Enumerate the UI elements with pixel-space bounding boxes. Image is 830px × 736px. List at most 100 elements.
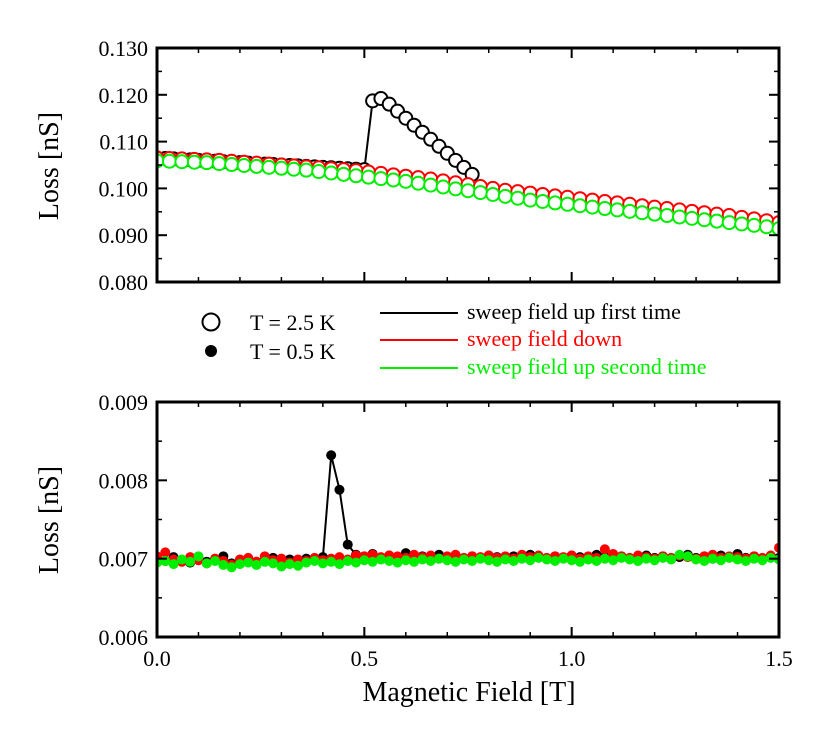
bottom-point-up2-9 (226, 562, 237, 573)
bottom-point-up2-13 (259, 556, 270, 567)
bottom-y-axis-title: Loss [nS] (34, 466, 65, 574)
top-point-up2-30 (522, 192, 538, 208)
bottom-xtick-label-0: 0.0 (143, 646, 171, 671)
bottom-point-up2-52 (583, 554, 594, 565)
x-axis-title: Magnetic Field [T] (362, 677, 575, 708)
bottom-point-up2-32 (417, 554, 428, 565)
bottom-xtick-label-1: 0.5 (351, 646, 379, 671)
top-ytick-label-1: 0.090 (99, 223, 149, 248)
bottom-point-up2-70 (732, 554, 743, 565)
bottom-point-up2-26 (367, 556, 378, 567)
top-point-up2-41 (659, 208, 675, 224)
top-ytick-label-4: 0.120 (99, 83, 149, 108)
top-point-up2-9 (261, 159, 277, 175)
top-point-up2-25 (460, 183, 476, 199)
bottom-point-up2-62 (666, 554, 677, 565)
top-point-up2-43 (684, 210, 700, 226)
top-point-up2-16 (348, 168, 364, 184)
bottom-point-up2-69 (724, 552, 735, 563)
bottom-point-up2-68 (715, 555, 726, 566)
bottom-point-up2-10 (234, 559, 245, 570)
bottom-point-up2-25 (359, 555, 370, 566)
bottom-point-up2-61 (657, 552, 668, 563)
bottom-point-up2-43 (508, 556, 519, 567)
top-point-up2-36 (597, 201, 613, 217)
bottom-point-up2-14 (268, 558, 279, 569)
bottom-point-up2-48 (550, 556, 561, 567)
bottom-point-up2-50 (566, 555, 577, 566)
bottom-point-up2-29 (392, 557, 403, 568)
bottom-series-up2 (157, 549, 779, 573)
bottom-point-up2-8 (218, 559, 229, 570)
bottom-point-down-36 (450, 549, 461, 560)
bottom-point-up2-6 (201, 558, 212, 569)
bottom-point-down-26 (367, 549, 378, 560)
top-point-up2-42 (671, 209, 687, 225)
legend-label-down: sweep field down (467, 326, 622, 351)
top-point-up2-22 (423, 177, 439, 193)
top-y-axis-title: Loss [nS] (34, 112, 65, 220)
bottom-point-up1-23 (342, 539, 353, 550)
bottom-point-up2-46 (533, 552, 544, 563)
bottom-point-up2-73 (757, 555, 768, 566)
bottom-point-up2-31 (409, 556, 420, 567)
bottom-point-up2-3 (176, 554, 187, 565)
bottom-point-up2-28 (384, 556, 395, 567)
top-point-up2-37 (609, 202, 625, 218)
legend-label-up-first: sweep field up first time (467, 299, 681, 324)
top-point-up2-17 (360, 169, 376, 185)
top-point-up2-24 (448, 181, 464, 197)
bottom-point-up2-49 (558, 553, 569, 564)
bottom-point-up2-35 (442, 555, 453, 566)
bottom-point-up2-58 (633, 556, 644, 567)
top-point-up2-32 (547, 195, 563, 211)
bottom-point-up2-34 (433, 553, 444, 564)
top-panel: 0.080 0.090 0.100 0.110 0.120 0.130 Loss [nS] (34, 36, 781, 295)
bottom-point-up2-42 (500, 554, 511, 565)
bottom-plot-marks (157, 450, 779, 573)
bottom-point-up2-39 (475, 553, 486, 564)
legend-marker-filled-circle (205, 345, 217, 357)
bottom-point-down-1 (160, 547, 171, 558)
top-point-up2-6 (224, 157, 240, 173)
top-ytick-label-3: 0.110 (99, 130, 148, 155)
top-point-up2-33 (560, 196, 576, 212)
top-plot-marks (157, 91, 779, 237)
bottom-point-up2-5 (193, 551, 204, 562)
bottom-point-up1-21 (326, 450, 337, 461)
bottom-line-up1 (157, 455, 779, 565)
top-point-up2-48 (746, 217, 762, 233)
bottom-point-up2-55 (608, 555, 619, 566)
top-point-up2-18 (373, 171, 389, 187)
bottom-point-up2-64 (682, 551, 693, 562)
bottom-point-up2-47 (541, 554, 552, 565)
top-point-up2-5 (211, 156, 227, 172)
top-point-up2-2 (174, 154, 190, 170)
bottom-point-up2-27 (375, 554, 386, 565)
bottom-point-up2-12 (251, 559, 262, 570)
top-point-up2-10 (273, 160, 289, 176)
bottom-point-down-54 (599, 544, 610, 555)
bottom-point-up2-33 (425, 556, 436, 567)
bottom-axes: 0.006 0.007 0.008 0.009 0.0 0.5 1.0 1.5 (99, 390, 793, 671)
bottom-point-up2-23 (342, 556, 353, 567)
bottom-point-up2-24 (351, 557, 362, 568)
bottom-point-up2-7 (210, 556, 221, 567)
top-point-up2-40 (647, 206, 663, 222)
bottom-point-up2-19 (309, 556, 320, 567)
bottom-point-down-24 (351, 550, 362, 561)
bottom-ytick-label-3: 0.009 (99, 390, 149, 415)
bottom-point-up2-2 (168, 559, 179, 570)
bottom-point-up2-17 (292, 560, 303, 571)
top-point-up2-47 (734, 216, 750, 232)
bottom-point-up2-16 (284, 559, 295, 570)
bottom-point-up2-21 (326, 556, 337, 567)
top-point-up2-50 (771, 221, 779, 237)
bottom-xtick-label-2: 1.0 (558, 646, 586, 671)
top-point-up2-39 (634, 205, 650, 221)
bottom-point-up2-20 (317, 558, 328, 569)
bottom-point-up2-54 (599, 553, 610, 564)
bottom-point-up1-22 (334, 484, 345, 495)
top-point-up2-19 (385, 172, 401, 188)
